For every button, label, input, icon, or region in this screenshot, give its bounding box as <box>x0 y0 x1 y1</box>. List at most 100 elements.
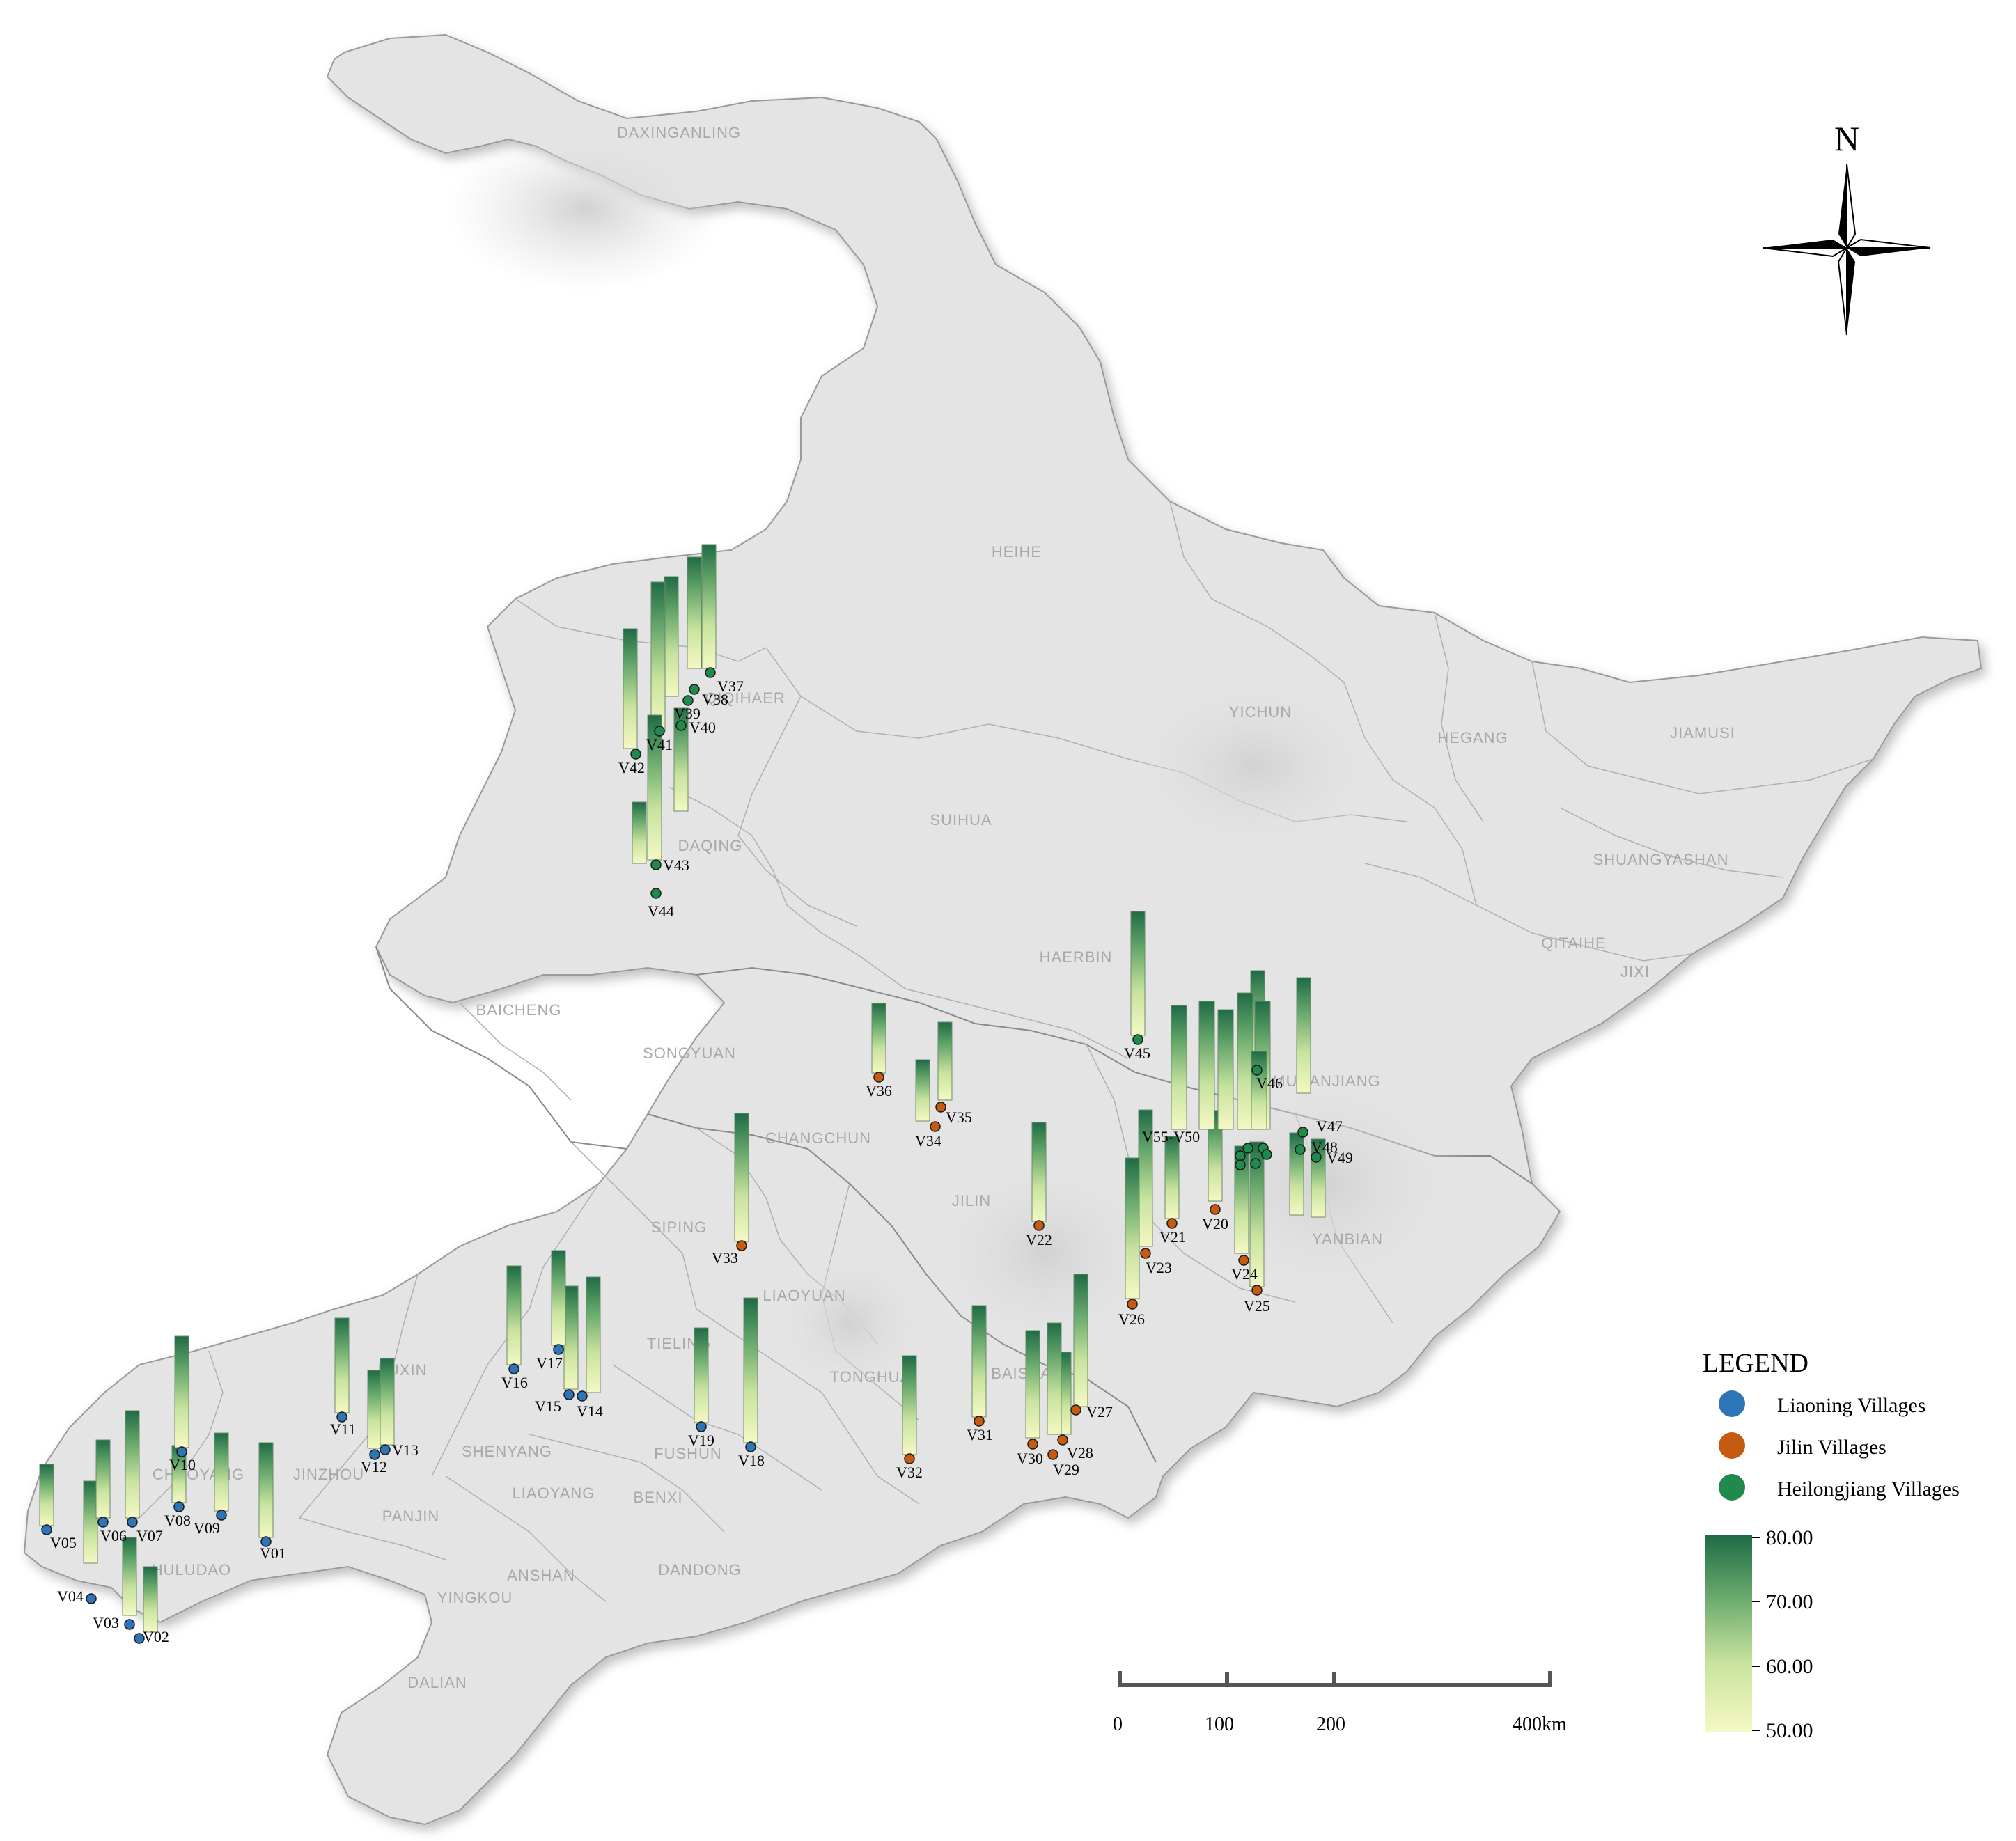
village-point-v16[interactable] <box>508 1363 519 1374</box>
village-bar-v36 <box>871 1003 886 1074</box>
village-point-v17[interactable] <box>553 1344 564 1355</box>
city-label-qiqihaer: QIQIHAER <box>705 689 786 707</box>
scale-200: 200 <box>1316 1714 1345 1735</box>
village-point-v04[interactable] <box>86 1593 97 1604</box>
village-point-v36[interactable] <box>873 1072 884 1083</box>
village-label-v37: V37 <box>717 677 744 695</box>
village-point-v09[interactable] <box>216 1510 227 1521</box>
village-bar-v09 <box>214 1432 229 1512</box>
village-point-v31[interactable] <box>974 1416 985 1427</box>
village-point-v40[interactable] <box>675 720 687 731</box>
city-label-yingkou: YINGKOU <box>437 1589 513 1606</box>
village-label-v43: V43 <box>663 856 689 874</box>
village-point-v05[interactable] <box>41 1524 52 1535</box>
city-label-jilin: JILIN <box>952 1192 991 1209</box>
village-point-v29[interactable] <box>1047 1449 1058 1460</box>
village-point-v42[interactable] <box>630 749 641 760</box>
village-point-v24[interactable] <box>1238 1255 1249 1266</box>
village-point-v41[interactable] <box>654 726 665 737</box>
village-point-v50[interactable] <box>1235 1150 1246 1161</box>
village-point-v33[interactable] <box>736 1240 747 1251</box>
village-label-v20: V20 <box>1202 1215 1228 1232</box>
village-bar-v02 <box>143 1566 158 1633</box>
village-point-v13[interactable] <box>380 1444 391 1455</box>
village-point-v34[interactable] <box>930 1121 941 1132</box>
village-point-v22[interactable] <box>1033 1220 1045 1231</box>
village-point-v18[interactable] <box>745 1441 756 1452</box>
village-label-v45: V45 <box>1124 1044 1150 1062</box>
village-point-v15[interactable] <box>563 1389 575 1400</box>
city-label-hegang: HEGANG <box>1437 729 1508 746</box>
village-bar-v26 <box>1125 1157 1140 1299</box>
village-point-v39[interactable] <box>682 695 694 706</box>
village-point-v45[interactable] <box>1132 1034 1143 1045</box>
village-point-v28[interactable] <box>1057 1434 1068 1446</box>
legend-title: LEGEND <box>1703 1349 1808 1378</box>
village-point-v06[interactable] <box>97 1517 109 1528</box>
village-point-v26[interactable] <box>1127 1299 1138 1310</box>
legend-jilin-dot <box>1719 1432 1745 1459</box>
village-point-v23[interactable] <box>1140 1248 1151 1259</box>
village-label-v14: V14 <box>577 1402 603 1420</box>
city-label-tonghua: TONGHUA <box>830 1368 912 1386</box>
village-bar-v20 <box>1208 1110 1223 1202</box>
village-bar-v15 <box>563 1285 579 1390</box>
village-point-v51[interactable] <box>1242 1143 1253 1154</box>
village-point-v12[interactable] <box>369 1449 380 1460</box>
village-point-v47[interactable] <box>1297 1127 1308 1138</box>
village-point-v25[interactable] <box>1251 1285 1263 1296</box>
village-point-v48[interactable] <box>1295 1144 1306 1155</box>
village-point-v44[interactable] <box>650 888 662 899</box>
city-label-dandong: DANDONG <box>658 1561 741 1578</box>
village-point-v53[interactable] <box>1250 1158 1261 1169</box>
village-bar-v30 <box>1025 1330 1040 1439</box>
village-point-v30[interactable] <box>1027 1439 1038 1450</box>
village-point-v19[interactable] <box>696 1421 707 1432</box>
village-bar-v06 <box>95 1439 111 1519</box>
legend: LEGEND Liaoning Villages Jilin Villages … <box>1703 1349 1960 1742</box>
village-point-v21[interactable] <box>1166 1218 1178 1229</box>
village-point-v38[interactable] <box>689 684 700 695</box>
north-arrow-s2 <box>1837 245 1847 336</box>
scale-0: 0 <box>1113 1714 1123 1735</box>
village-label-v38: V38 <box>702 691 728 708</box>
village-label-v23: V23 <box>1146 1259 1172 1276</box>
village-point-v27[interactable] <box>1070 1404 1081 1416</box>
village-bar-v39 <box>664 576 679 697</box>
village-point-v32[interactable] <box>904 1453 915 1464</box>
village-bar-v38 <box>687 556 702 669</box>
village-point-v43[interactable] <box>650 859 662 870</box>
legend-tick-70: 70.00 <box>1766 1590 1813 1613</box>
village-bar-v44 <box>632 801 647 864</box>
legend-liaoning-dot <box>1719 1390 1745 1417</box>
village-point-v46[interactable] <box>1251 1065 1263 1076</box>
village-point-v55[interactable] <box>1235 1159 1246 1170</box>
city-label-benxi: BENXI <box>633 1489 682 1506</box>
north-arrow-n2 <box>1846 164 1857 251</box>
village-point-v01[interactable] <box>260 1536 272 1547</box>
village-label-v13: V13 <box>392 1441 419 1459</box>
village-label-v36: V36 <box>866 1082 892 1099</box>
village-point-v07[interactable] <box>127 1517 138 1528</box>
village-point-v35[interactable] <box>935 1102 946 1113</box>
village-point-v49[interactable] <box>1311 1152 1322 1163</box>
village-label-v03: V03 <box>93 1614 119 1631</box>
village-bar-v21 <box>1164 1136 1180 1219</box>
city-label-shenyang: SHENYANG <box>462 1443 552 1460</box>
village-point-v10[interactable] <box>176 1446 187 1457</box>
village-point-v20[interactable] <box>1210 1204 1221 1215</box>
north-arrow-e <box>1844 238 1931 249</box>
village-point-v02[interactable] <box>134 1633 145 1644</box>
village-label-v32: V32 <box>896 1464 923 1481</box>
village-point-v37[interactable] <box>705 667 716 678</box>
village-point-v03[interactable] <box>124 1619 135 1630</box>
village-bar-v07 <box>125 1410 140 1519</box>
village-label-v29: V29 <box>1053 1461 1079 1478</box>
village-point-v54[interactable] <box>1261 1149 1272 1160</box>
village-point-v14[interactable] <box>577 1390 588 1402</box>
city-label-chaoyang: CHAOYANG <box>153 1466 244 1483</box>
village-point-v11[interactable] <box>336 1411 347 1423</box>
village-label-v40: V40 <box>689 719 716 736</box>
village-point-v08[interactable] <box>173 1501 185 1512</box>
north-arrow-w2 <box>1763 240 1847 248</box>
